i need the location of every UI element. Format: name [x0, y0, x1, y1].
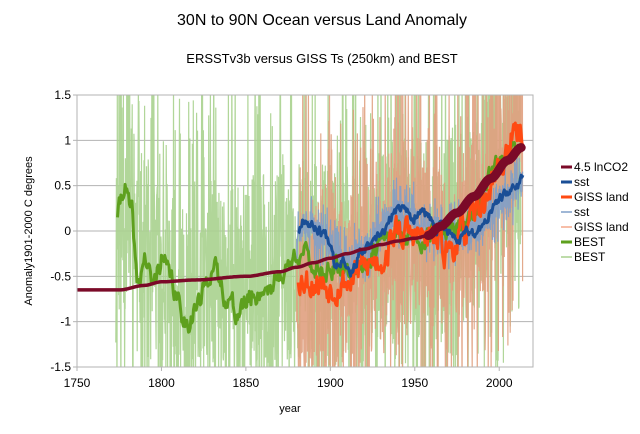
legend-label: 4.5 lnCO2	[574, 160, 628, 174]
x-axis-label: year	[279, 403, 301, 415]
series-line-lnco2-recent	[423, 143, 526, 240]
y-axis: 1.5 1 0.5 0 -0.5 -1 -1.5	[50, 88, 77, 374]
y-tick-label: -1	[60, 315, 71, 329]
x-axis: 1750 1800 1850 1900 1950 2000	[64, 367, 513, 390]
x-tick-label: 1850	[233, 376, 260, 390]
chart-subtitle: ERSSTv3b versus GISS Ts (250km) and BEST	[186, 51, 457, 66]
y-tick-label: -1.5	[50, 360, 71, 374]
y-axis-label: Anomaly1901-2000 C degrees	[23, 156, 35, 306]
legend-label: GISS land	[574, 220, 629, 234]
series-line-lnco2	[77, 233, 431, 292]
x-tick-label: 1950	[401, 376, 428, 390]
series-line-best-smoothed	[116, 141, 523, 334]
x-tick-label: 1800	[148, 376, 175, 390]
series-line-giss-land-smoothed	[296, 121, 525, 308]
plot-area	[77, 95, 526, 367]
legend-label: GISS land	[574, 190, 629, 204]
y-tick-label: -0.5	[50, 269, 71, 283]
series-layer	[77, 95, 526, 367]
y-tick-label: 0.5	[54, 179, 71, 193]
legend-label: BEST	[574, 250, 606, 264]
legend-label: sst	[574, 175, 590, 189]
y-tick-label: 1.5	[54, 88, 71, 102]
legend-label: sst	[574, 205, 590, 219]
y-tick-label: 1	[64, 133, 71, 147]
x-tick-label: 2000	[486, 376, 513, 390]
y-tick-label: 0	[64, 224, 71, 238]
series-line-sst-smoothed	[297, 173, 525, 278]
x-tick-label: 1900	[317, 376, 344, 390]
legend-label: BEST	[574, 235, 606, 249]
chart-title: 30N to 90N Ocean versus Land Anomaly	[177, 12, 467, 29]
x-tick-label: 1750	[64, 376, 91, 390]
